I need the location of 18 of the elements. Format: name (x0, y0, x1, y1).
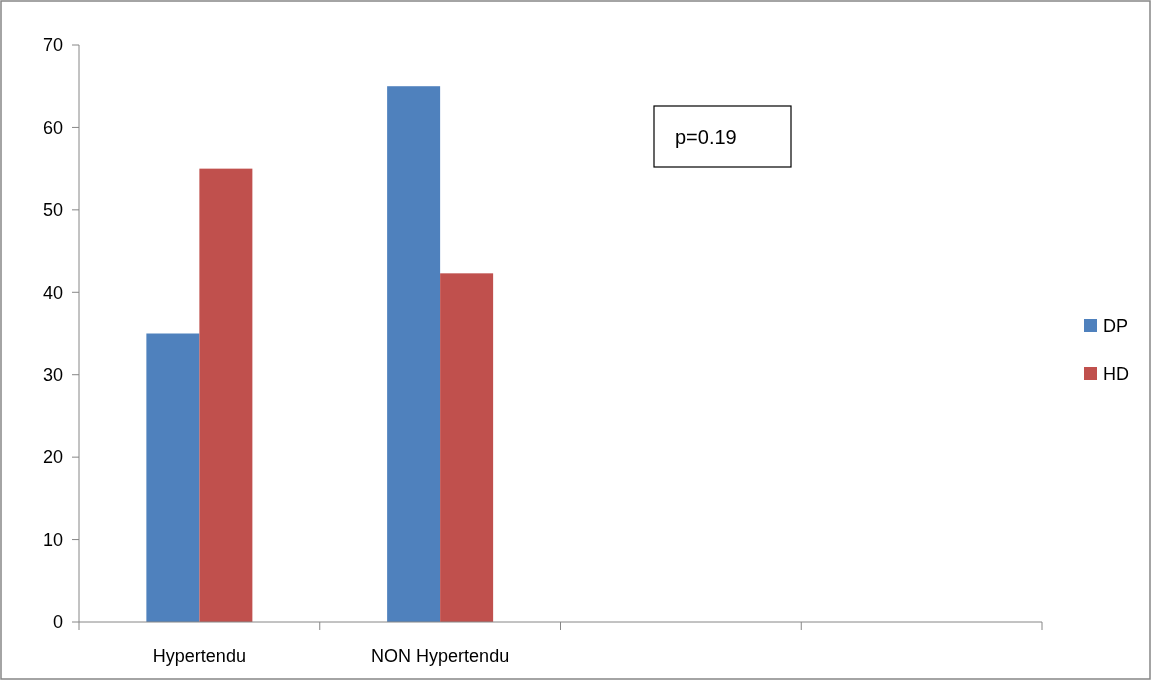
y-tick-label: 70 (42, 35, 63, 56)
bar (440, 273, 494, 622)
legend-label: DP (1103, 316, 1129, 337)
y-tick-label: 10 (42, 529, 63, 550)
bar (146, 333, 200, 622)
x-tick-label: NON Hypertendu (371, 646, 510, 666)
annotation: p=0.19 (675, 126, 737, 148)
y-tick-label: 60 (42, 117, 63, 138)
bar (387, 86, 441, 622)
y-tick-label: 20 (42, 447, 63, 468)
note-box: p=0.19 (653, 105, 792, 168)
y-tick-label: 0 (52, 612, 63, 633)
x-tick-label: Hypertendu (152, 646, 246, 666)
legend-label: HD (1103, 364, 1129, 385)
y-tick-label: 30 (42, 365, 63, 386)
y-tick-label: 40 (42, 282, 63, 303)
y-tick-label: 50 (42, 200, 63, 221)
bar (199, 168, 253, 622)
